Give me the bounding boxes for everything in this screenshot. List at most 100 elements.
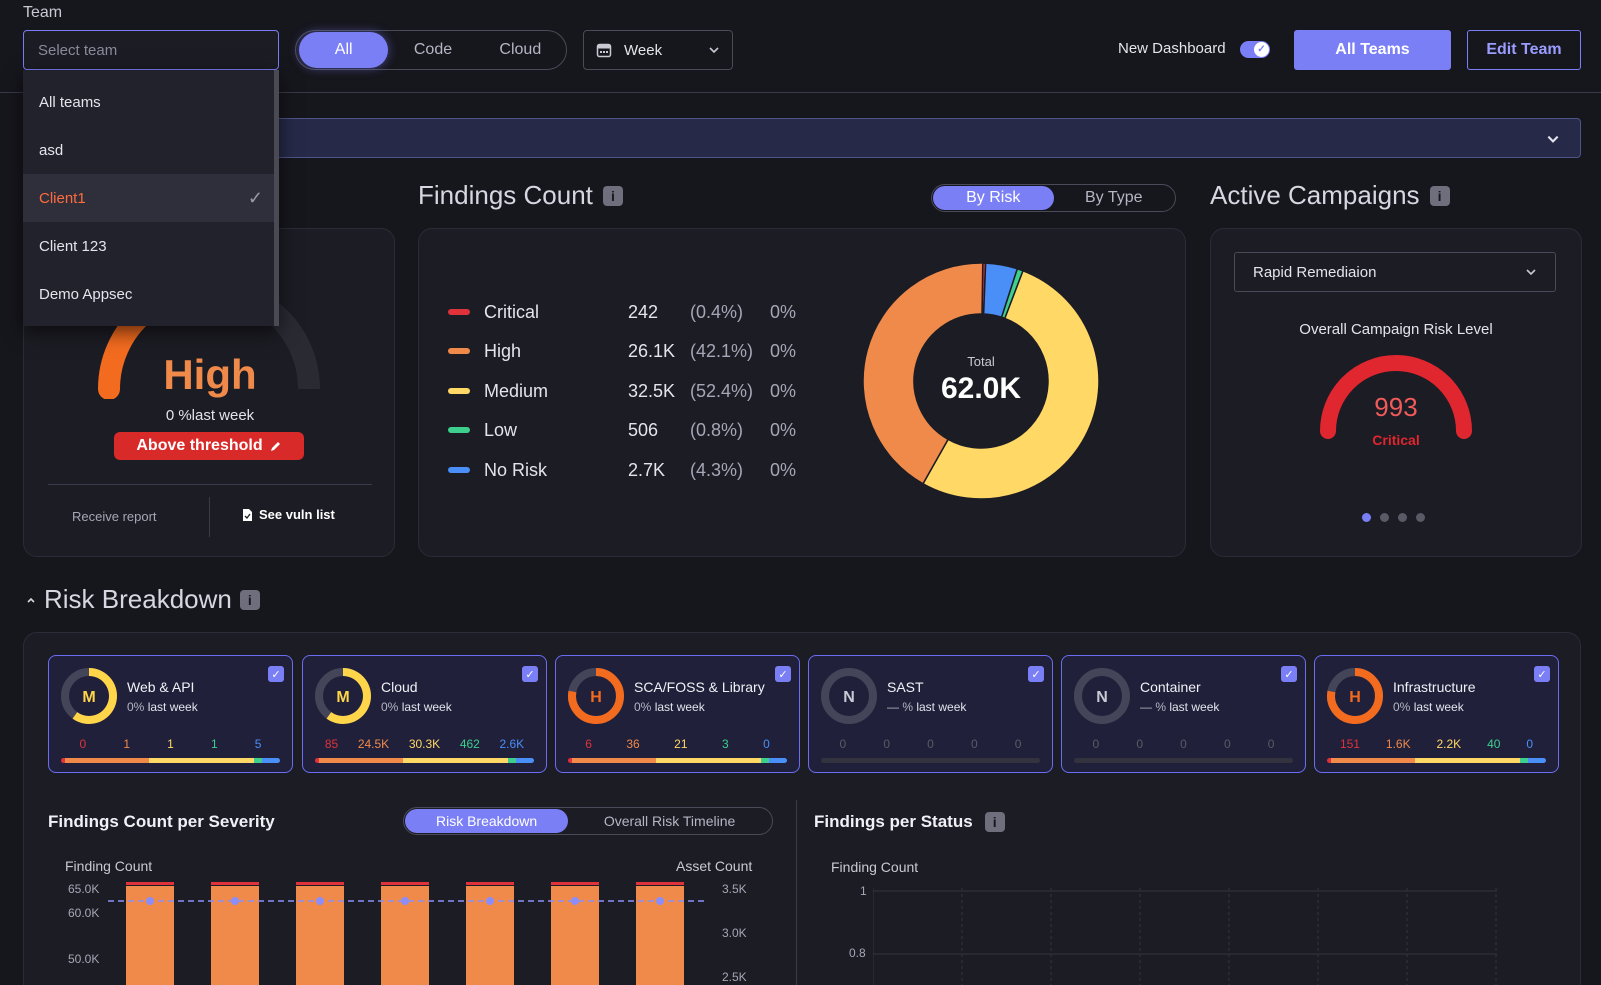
- edit-team-button[interactable]: Edit Team: [1467, 30, 1581, 70]
- legend-row-critical[interactable]: Critical 242 (0.4%) 0%: [448, 300, 796, 324]
- breakdown-card-title: Infrastructure: [1393, 679, 1476, 695]
- team-option-selected[interactable]: Client1 ✓: [23, 174, 279, 222]
- info-icon[interactable]: i: [984, 812, 1005, 832]
- info-icon[interactable]: i: [239, 589, 260, 610]
- checkbox-checked-icon[interactable]: ✓: [1281, 666, 1297, 682]
- breakdown-card-cloud[interactable]: M Cloud 0% last week ✓ 85 24.5K 30.3K 462 2.…: [302, 655, 547, 773]
- findings-donut-chart: [862, 262, 1100, 500]
- campaign-score: 993: [1374, 392, 1418, 422]
- new-dashboard-toggle[interactable]: ✓: [1240, 41, 1270, 58]
- severity-counts: 0 0 0 0 0: [821, 737, 1040, 751]
- checkbox-checked-icon[interactable]: ✓: [268, 666, 284, 682]
- breakdown-card-sca-foss-library[interactable]: H SCA/FOSS & Library 0% last week ✓ 6 36 2…: [555, 655, 800, 773]
- legend-row-no-risk[interactable]: No Risk 2.7K (4.3%) 0%: [448, 458, 796, 482]
- severity-count: 36: [626, 737, 640, 751]
- breakdown-card-change: 0% last week: [1393, 700, 1464, 714]
- breakdown-card-container[interactable]: N Container — % last week ✓ 0 0 0 0 0: [1061, 655, 1306, 773]
- divider: [209, 497, 210, 537]
- asset-count-point[interactable]: [401, 897, 409, 905]
- scope-cloud-option[interactable]: Cloud: [499, 41, 542, 58]
- campaign-score-level: Critical: [1372, 432, 1420, 448]
- legend-name: Medium: [484, 380, 549, 401]
- distribution-segment: [507, 758, 517, 763]
- checkbox-checked-icon[interactable]: ✓: [1534, 666, 1550, 682]
- threshold-badge[interactable]: Above threshold: [114, 432, 304, 460]
- breakdown-title: Risk Breakdown: [44, 584, 232, 614]
- campaign-risk-title: Overall Campaign Risk Level: [1299, 321, 1493, 338]
- asset-count-point[interactable]: [316, 897, 324, 905]
- legend-swatch: [448, 348, 470, 354]
- breakdown-card-change: — % last week: [1140, 700, 1220, 714]
- severity-count: 0: [970, 737, 978, 751]
- breakdown-card-title: SCA/FOSS & Library: [634, 679, 765, 695]
- breakdown-card-sast[interactable]: N SAST — % last week ✓ 0 0 0 0 0: [808, 655, 1053, 773]
- legend-pct: (4.3%): [690, 459, 744, 480]
- team-option[interactable]: All teams: [23, 78, 279, 126]
- carousel-dot[interactable]: [1416, 513, 1425, 522]
- carousel-dot[interactable]: [1380, 513, 1389, 522]
- distribution-segment: [655, 758, 761, 763]
- donut-slice-medium[interactable]: [922, 269, 1100, 500]
- carousel-dot[interactable]: [1398, 513, 1407, 522]
- severity-bar-critical: [636, 882, 684, 885]
- legend-pct: (0.8%): [690, 419, 744, 440]
- distribution-segment: [568, 758, 573, 763]
- breakdown-card-web-api[interactable]: M Web & API 0% last week ✓ 0 1 1 1 5: [48, 655, 293, 773]
- severity-count: 6: [585, 737, 592, 751]
- risk-letter: N: [843, 689, 855, 706]
- severity-count: 0: [927, 737, 934, 751]
- legend-count: 506: [628, 419, 659, 440]
- distribution-segment: [760, 758, 770, 763]
- severity-count: 0: [1014, 737, 1022, 751]
- donut-slice-high[interactable]: [862, 262, 984, 485]
- period-select[interactable]: Week: [583, 30, 733, 70]
- legend-row-medium[interactable]: Medium 32.5K (52.4%) 0%: [448, 379, 796, 403]
- breakdown-card-infrastructure[interactable]: H Infrastructure 0% last week ✓ 151 1.6K 2…: [1314, 655, 1559, 773]
- info-icon[interactable]: i: [602, 185, 623, 206]
- legend-pct: (52.4%): [690, 380, 754, 401]
- distribution-segment: [315, 758, 320, 763]
- asset-count-point[interactable]: [146, 897, 154, 905]
- severity-distribution-bar: [821, 758, 1040, 763]
- by-type-option[interactable]: By Type: [1084, 189, 1143, 206]
- legend-row-high[interactable]: High 26.1K (42.1%) 0%: [448, 339, 796, 363]
- distribution-segment: [1414, 758, 1520, 763]
- new-dashboard-label: New Dashboard: [1118, 40, 1226, 57]
- legend-change: 0%: [770, 419, 797, 440]
- by-risk-option[interactable]: By Risk: [933, 186, 1054, 210]
- campaign-select[interactable]: Rapid Remediaion: [1234, 252, 1556, 292]
- breakdown-header[interactable]: Risk Breakdown i: [26, 584, 260, 615]
- all-teams-button[interactable]: All Teams: [1294, 30, 1451, 70]
- severity-count: 0: [883, 737, 891, 751]
- asset-count-point[interactable]: [231, 897, 239, 905]
- severity-distribution-bar: [315, 758, 534, 763]
- dropdown-scrollbar[interactable]: [274, 70, 279, 326]
- risk-breakdown-option[interactable]: Risk Breakdown: [405, 809, 569, 833]
- receive-report-button[interactable]: Receive report: [72, 509, 157, 524]
- risk-letter: H: [1349, 689, 1361, 706]
- severity-count: 2.2K: [1436, 737, 1462, 751]
- checkbox-checked-icon[interactable]: ✓: [1028, 666, 1044, 682]
- info-icon[interactable]: i: [1429, 185, 1450, 206]
- team-select-input[interactable]: [23, 30, 279, 70]
- scope-code-option[interactable]: Code: [413, 41, 453, 58]
- team-option[interactable]: Client 123: [23, 222, 279, 270]
- scope-all-option[interactable]: All: [299, 32, 389, 68]
- left-axis-tick: 50.0K: [68, 952, 100, 966]
- see-vuln-list-button[interactable]: See vuln list: [242, 507, 335, 522]
- asset-count-point[interactable]: [486, 897, 494, 905]
- team-option[interactable]: Demo Appsec: [23, 270, 279, 318]
- filter-bar[interactable]: [23, 118, 1581, 158]
- legend-change: 0%: [770, 459, 797, 480]
- checkbox-checked-icon[interactable]: ✓: [522, 666, 538, 682]
- carousel-dot-active[interactable]: [1362, 513, 1371, 522]
- overall-risk-timeline-option[interactable]: Overall Risk Timeline: [603, 813, 736, 829]
- risk-letter: M: [82, 689, 95, 706]
- legend-row-low[interactable]: Low 506 (0.8%) 0%: [448, 418, 796, 442]
- asset-count-point[interactable]: [656, 897, 664, 905]
- checkbox-checked-icon[interactable]: ✓: [775, 666, 791, 682]
- severity-counts: 85 24.5K 30.3K 462 2.6K: [315, 737, 534, 751]
- team-option[interactable]: asd: [23, 126, 279, 174]
- asset-count-point[interactable]: [571, 897, 579, 905]
- severity-count: 1.6K: [1385, 737, 1411, 751]
